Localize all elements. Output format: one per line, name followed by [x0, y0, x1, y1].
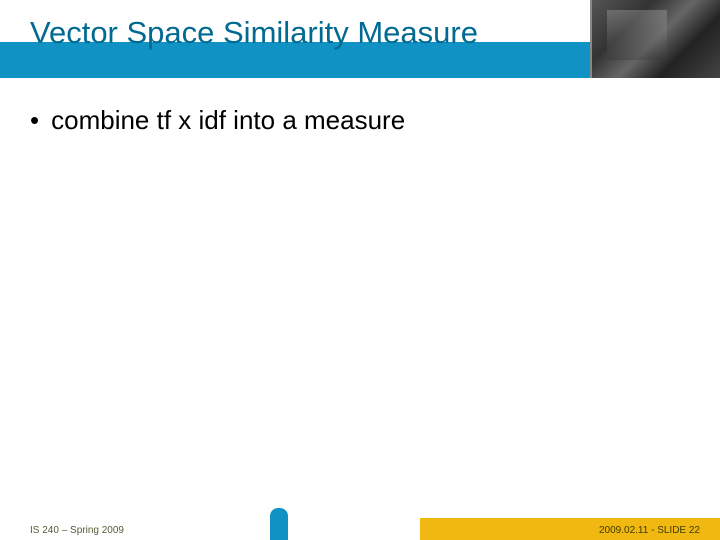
bullet-item: • combine tf x idf into a measure	[30, 105, 690, 136]
bullet-text: combine tf x idf into a measure	[51, 105, 405, 136]
footer-region: IS 240 – Spring 2009 2009.02.11 - SLIDE …	[0, 518, 720, 540]
bullet-marker-icon: •	[30, 105, 39, 136]
content-area: • combine tf x idf into a measure	[30, 105, 690, 152]
slide-title: Vector Space Similarity Measure	[30, 15, 478, 51]
header-decorative-image	[590, 0, 720, 78]
footer-slide-number: 2009.02.11 - SLIDE 22	[599, 525, 700, 536]
header-region: Vector Space Similarity Measure	[0, 0, 720, 78]
footer-course-label: IS 240 – Spring 2009	[30, 525, 124, 536]
footer-accent-shape	[270, 508, 288, 540]
